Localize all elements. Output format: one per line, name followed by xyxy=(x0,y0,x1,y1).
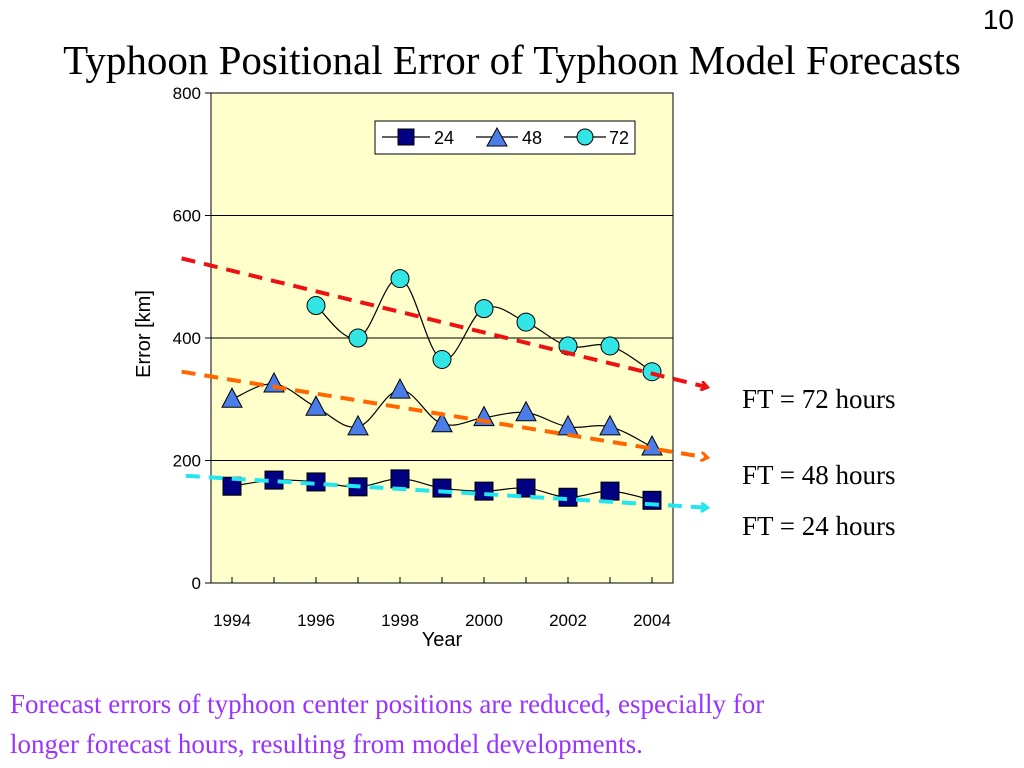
legend-label-72: 72 xyxy=(609,128,629,148)
x-tick-label-1998: 1998 xyxy=(381,611,419,630)
point-48-1999 xyxy=(431,411,453,433)
point-48-2001 xyxy=(515,400,537,422)
caption: Forecast errors of typhoon center positi… xyxy=(10,684,1010,764)
point-72-1999 xyxy=(432,349,452,369)
point-48-1996 xyxy=(305,395,327,416)
trend-arrow-72 xyxy=(181,256,707,387)
point-72-1996 xyxy=(306,296,326,316)
legend-marker-24 xyxy=(397,128,415,146)
point-24-1999 xyxy=(432,478,452,498)
point-24-2001 xyxy=(516,478,536,498)
x-tick-label-1996: 1996 xyxy=(297,611,335,630)
page-number: 10 xyxy=(982,4,1014,35)
x-tick-label-2004: 2004 xyxy=(633,611,671,630)
slide-title: Typhoon Positional Error of Typhoon Mode… xyxy=(63,37,961,83)
point-48-1997 xyxy=(347,414,369,436)
trend-arrow-48 xyxy=(181,369,707,458)
point-72-2001 xyxy=(516,312,536,332)
x-tick-label-2000: 2000 xyxy=(465,611,503,630)
axes: 0 200 400 600 800 1994 1996 1998 2000 2002 2004 xyxy=(173,84,671,630)
series-24 xyxy=(222,469,662,510)
point-48-2004 xyxy=(641,434,663,456)
y-axis-title: Error [km] xyxy=(133,290,155,378)
ft-72-label: FT = 72 hours xyxy=(742,384,896,414)
x-axis-title: Year xyxy=(422,629,463,651)
y-tick-label-800: 800 xyxy=(173,84,201,103)
point-48-2003 xyxy=(599,414,621,436)
point-72-1998 xyxy=(390,269,410,289)
point-24-2003 xyxy=(600,481,620,501)
series-line-72 xyxy=(315,277,653,373)
y-tick-label-400: 400 xyxy=(173,329,201,348)
point-48-1998 xyxy=(389,377,411,399)
point-24-2000 xyxy=(474,481,494,501)
point-72-2003 xyxy=(600,336,620,356)
y-tick-label-200: 200 xyxy=(173,452,201,471)
legend-marker-72 xyxy=(576,128,594,146)
gridlines xyxy=(211,215,673,461)
x-tick-label-2002: 2002 xyxy=(549,611,587,630)
legend-label-48: 48 xyxy=(522,128,542,148)
trend-layer xyxy=(181,256,707,508)
legend: 24 48 72 xyxy=(374,120,636,155)
caption-line-2: longer forecast hours, resulting from mo… xyxy=(10,729,643,759)
ft-24-label: FT = 24 hours xyxy=(742,511,896,541)
legend-label-24: 24 xyxy=(434,128,454,148)
point-72-2000 xyxy=(474,299,494,319)
ft-48-label: FT = 48 hours xyxy=(742,460,896,490)
trend-arrow-24 xyxy=(185,473,707,508)
x-tick-label-1994: 1994 xyxy=(213,611,251,630)
legend-marker-48 xyxy=(486,126,508,147)
caption-line-1: Forecast errors of typhoon center positi… xyxy=(10,689,765,719)
y-tick-label-0: 0 xyxy=(192,574,201,593)
point-24-1998 xyxy=(390,469,410,489)
point-72-1997 xyxy=(348,328,368,348)
y-tick-label-600: 600 xyxy=(173,207,201,226)
point-48-1994 xyxy=(221,387,243,408)
